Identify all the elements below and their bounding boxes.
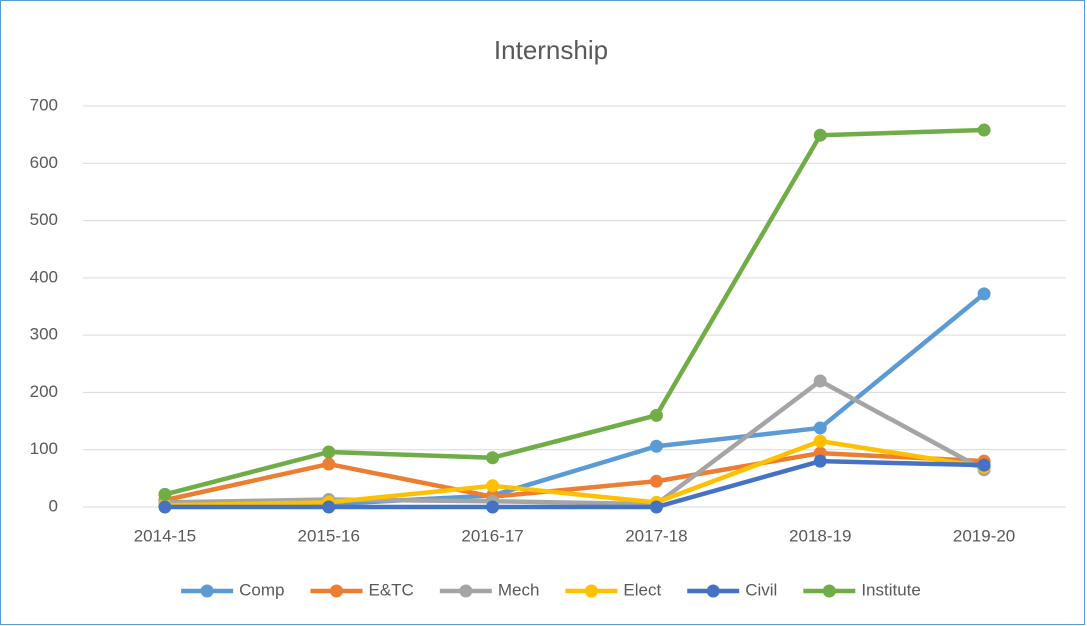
data-point <box>322 457 336 471</box>
legend-marker <box>200 584 214 598</box>
series-line <box>164 378 986 507</box>
data-point <box>977 123 991 137</box>
data-point <box>813 128 827 142</box>
legend-marker <box>822 584 836 598</box>
data-point <box>813 454 827 468</box>
legend-marker <box>459 584 473 598</box>
data-point <box>813 434 827 448</box>
y-tick-label: 200 <box>30 382 58 401</box>
data-point <box>322 500 336 514</box>
data-point <box>486 479 500 493</box>
series-line <box>164 438 985 508</box>
legend-label: Mech <box>498 580 540 599</box>
data-point <box>649 500 663 514</box>
legend-label: Institute <box>861 580 921 599</box>
y-tick-label: 700 <box>30 95 58 114</box>
y-tick-label: 500 <box>30 210 58 229</box>
legend-marker <box>329 584 343 598</box>
chart-title: Internship <box>494 35 608 65</box>
series-line <box>164 450 985 503</box>
data-point <box>813 421 827 435</box>
legend-label: E&TC <box>368 580 413 599</box>
legend-label: Elect <box>623 580 661 599</box>
x-tick-label: 2019-20 <box>953 526 1015 545</box>
data-point <box>649 408 663 422</box>
y-tick-label: 300 <box>30 325 58 344</box>
y-tick-label: 0 <box>49 496 58 515</box>
legend-marker <box>584 584 598 598</box>
data-point <box>486 451 500 465</box>
data-point <box>158 500 172 514</box>
x-tick-label: 2017-18 <box>625 526 687 545</box>
y-tick-label: 600 <box>30 153 58 172</box>
series-line <box>164 127 985 497</box>
y-tick-label: 100 <box>30 439 58 458</box>
x-tick-label: 2018-19 <box>789 526 851 545</box>
x-tick-label: 2015-16 <box>298 526 360 545</box>
data-point <box>977 458 991 472</box>
data-point <box>649 474 663 488</box>
data-point <box>158 487 172 501</box>
data-point <box>486 500 500 514</box>
series-line <box>164 458 985 510</box>
x-tick-label: 2014-15 <box>134 526 196 545</box>
data-point <box>649 439 663 453</box>
x-tick-label: 2016-17 <box>461 526 523 545</box>
legend-label: Civil <box>745 580 777 599</box>
data-point <box>322 445 336 459</box>
data-point <box>977 287 991 301</box>
data-point <box>813 374 827 388</box>
legend-label: Comp <box>239 580 284 599</box>
y-tick-label: 400 <box>30 267 58 286</box>
legend-marker <box>706 584 720 598</box>
